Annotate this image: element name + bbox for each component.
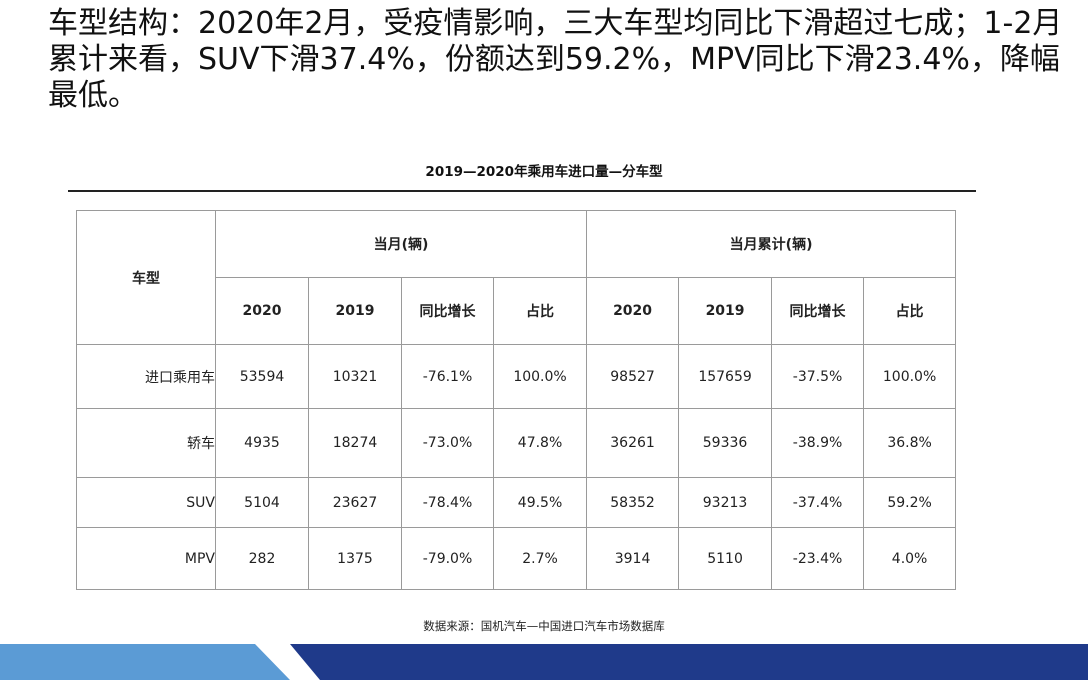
subheader-cum-share: 占比: [863, 277, 957, 345]
table-cell: 98527: [586, 344, 680, 409]
subheader-cum-2020: 2020: [586, 277, 680, 345]
table-cell: 18274: [308, 408, 402, 478]
table-cell: 282: [215, 527, 309, 590]
table-row-suv: SUV 5104 23627 -78.4% 49.5% 58352 93213 …: [76, 477, 957, 528]
table-cell: 5104: [215, 477, 309, 528]
table-cell: 4.0%: [863, 527, 957, 590]
table-cell: -37.4%: [771, 477, 865, 528]
table-cell: 4935: [215, 408, 309, 478]
row-label: 轿车: [76, 408, 216, 478]
subheader-cum-2019: 2019: [678, 277, 773, 345]
table-row-mpv: MPV 282 1375 -79.0% 2.7% 3914 5110 -23.4…: [76, 527, 957, 590]
table-cell: -37.5%: [771, 344, 865, 409]
import-volume-table: 车型 当月(辆) 当月累计(辆) 2020 2019 同比增长 占比 2020 …: [76, 210, 957, 590]
table-cell: -38.9%: [771, 408, 865, 478]
table-cell: 58352: [586, 477, 680, 528]
table-cell: 59.2%: [863, 477, 957, 528]
data-source-note: 数据来源：国机汽车—中国进口汽车市场数据库: [423, 619, 665, 633]
table-cell: -78.4%: [401, 477, 494, 528]
table-cell: 157659: [678, 344, 773, 409]
table-cell: 36.8%: [863, 408, 957, 478]
table-cell: 3914: [586, 527, 680, 590]
table-cell: -79.0%: [401, 527, 494, 590]
table-cell: -73.0%: [401, 408, 494, 478]
footer-dark-band: [290, 644, 1088, 680]
footer-decoration: [0, 644, 1088, 680]
footer-light-stripe: [0, 644, 290, 680]
table-cell: 10321: [308, 344, 402, 409]
table-cell: 49.5%: [492, 477, 588, 528]
subheader-month-2020: 2020: [215, 277, 309, 345]
header-vehicle-type: 车型: [76, 210, 216, 345]
table-cell: 36261: [586, 408, 680, 478]
header-group-month: 当月(辆): [214, 210, 588, 278]
table-cell: -76.1%: [401, 344, 494, 409]
table-cell: 5110: [678, 527, 773, 590]
table-cell: 100.0%: [863, 344, 957, 409]
subheader-month-share: 占比: [492, 277, 588, 345]
table-row-sedan: 轿车 4935 18274 -73.0% 47.8% 36261 59336 -…: [76, 408, 957, 478]
row-label: 进口乘用车: [76, 344, 216, 409]
subheader-cum-yoy: 同比增长: [771, 277, 865, 345]
table-cell: 23627: [308, 477, 402, 528]
title-rule: [68, 190, 976, 192]
headline: 车型结构：2020年2月，受疫情影响，三大车型均同比下滑超过七成；1-2月累计来…: [48, 6, 1063, 113]
table-cell: 93213: [678, 477, 773, 528]
table-cell: 100.0%: [492, 344, 588, 409]
table-cell: 53594: [215, 344, 309, 409]
table-title: 2019—2020年乘用车进口量—分车型: [425, 164, 663, 180]
table-cell: 47.8%: [492, 408, 588, 478]
row-label: MPV: [76, 527, 216, 590]
row-label: SUV: [76, 477, 216, 528]
table-cell: 2.7%: [492, 527, 588, 590]
table-cell: 59336: [678, 408, 773, 478]
header-group-cumulative: 当月累计(辆): [586, 210, 957, 278]
subheader-month-yoy: 同比增长: [401, 277, 494, 345]
subheader-month-2019: 2019: [308, 277, 402, 345]
table-cell: 1375: [308, 527, 402, 590]
table-row-total: 进口乘用车 53594 10321 -76.1% 100.0% 98527 15…: [76, 344, 957, 409]
table-cell: -23.4%: [771, 527, 865, 590]
